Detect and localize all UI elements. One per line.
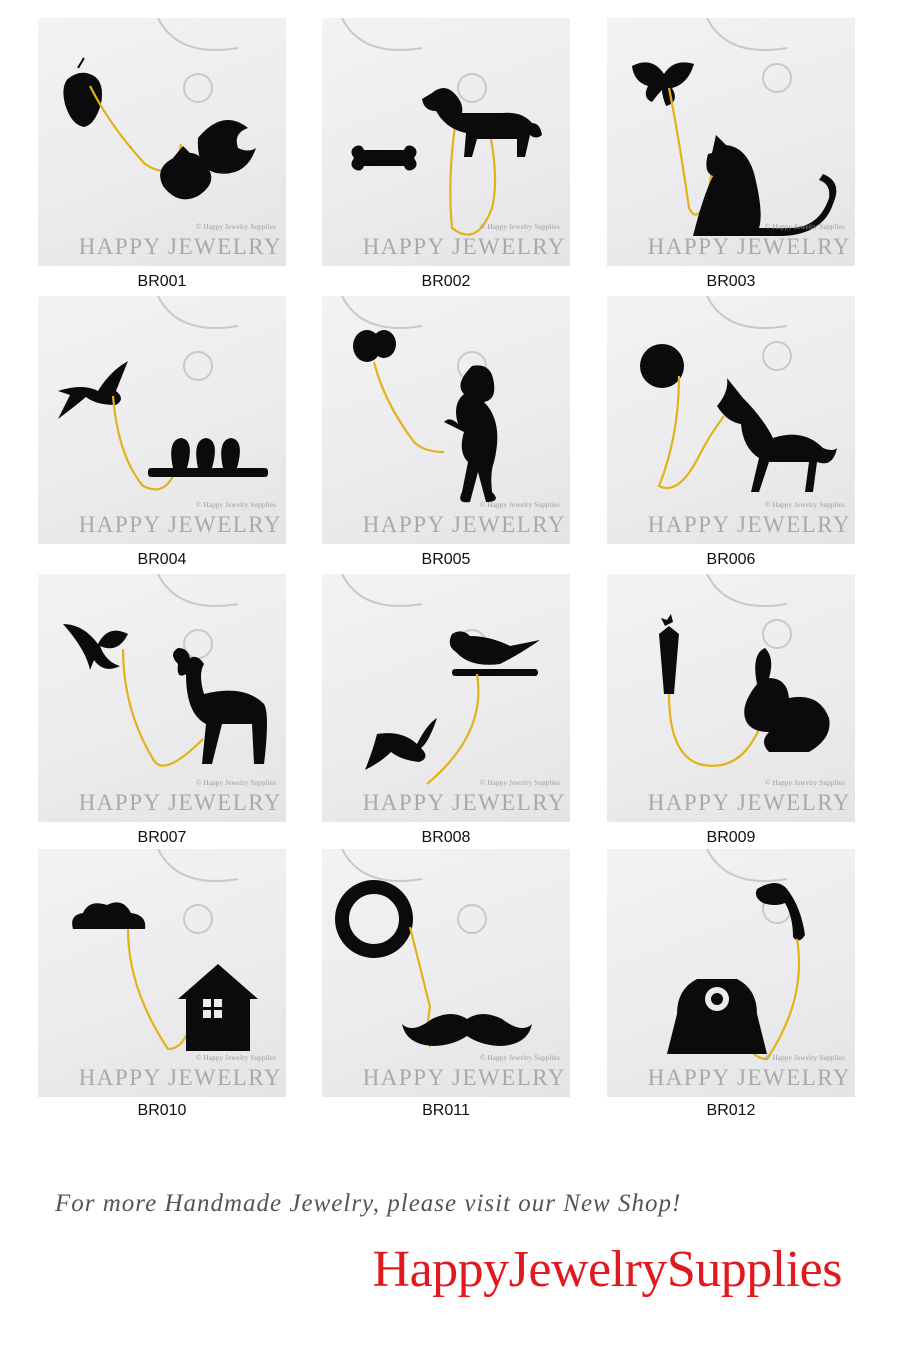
- watermark-copyright: © Happy Jewelry Supplies: [765, 779, 845, 787]
- product-tile-br008[interactable]: © Happy Jewelry Supplies HAPPY JEWELRY: [322, 574, 570, 822]
- product-tile-br010[interactable]: © Happy Jewelry Supplies HAPPY JEWELRY: [38, 849, 286, 1097]
- product-code: BR008: [421, 829, 471, 846]
- product-tile-br011[interactable]: © Happy Jewelry Supplies HAPPY JEWELRY: [322, 849, 570, 1097]
- cloud-house-brooch-image: [72, 849, 258, 1051]
- watermark-copyright: © Happy Jewelry Supplies: [765, 1054, 845, 1062]
- product-code: BR011: [422, 1102, 470, 1119]
- product-code: BR010: [137, 1102, 187, 1119]
- product-tile-br001[interactable]: © Happy Jewelry Supplies HAPPY JEWELRY: [38, 18, 286, 266]
- carrot-rabbit-brooch-image: [659, 574, 830, 767]
- moon-wolf-brooch-image: [640, 296, 837, 492]
- product-code: BR005: [421, 551, 471, 568]
- watermark-copyright: © Happy Jewelry Supplies: [480, 501, 560, 509]
- product-tile-br003[interactable]: © Happy Jewelry Supplies HAPPY JEWELRY: [607, 18, 855, 266]
- product-code: BR007: [137, 829, 187, 846]
- product-code: BR002: [421, 273, 471, 290]
- product-code: BR004: [137, 551, 187, 568]
- acorn-squirrel-brooch-image: [63, 18, 256, 200]
- product-code: BR012: [706, 1102, 756, 1119]
- watermark-brand: HAPPY JEWELRY: [647, 790, 851, 815]
- watermark-brand: HAPPY JEWELRY: [78, 790, 282, 815]
- watermark-brand: HAPPY JEWELRY: [78, 234, 282, 259]
- product-tile-br004[interactable]: © Happy Jewelry Supplies HAPPY JEWELRY: [38, 296, 286, 544]
- watermark-brand: HAPPY JEWELRY: [362, 790, 566, 815]
- watermark-copyright: © Happy Jewelry Supplies: [480, 779, 560, 787]
- watermark-brand: HAPPY JEWELRY: [78, 512, 282, 537]
- watermark-copyright: © Happy Jewelry Supplies: [196, 779, 276, 787]
- watermark-copyright: © Happy Jewelry Supplies: [196, 501, 276, 509]
- watermark-brand: HAPPY JEWELRY: [78, 1065, 282, 1090]
- product-code: BR003: [706, 273, 756, 290]
- telephone-brooch-image: [667, 849, 805, 1061]
- product-tile-br002[interactable]: © Happy Jewelry Supplies HAPPY JEWELRY: [322, 18, 570, 266]
- monocle-mustache-brooch-image: [335, 849, 532, 1048]
- product-code: BR009: [706, 829, 756, 846]
- swallow-birds-brooch-image: [58, 296, 268, 491]
- leaf-fawn-brooch-image: [63, 574, 267, 767]
- product-tile-br009[interactable]: © Happy Jewelry Supplies HAPPY JEWELRY: [607, 574, 855, 822]
- butterfly-cat-brooch-image: [632, 18, 837, 236]
- product-tile-br006[interactable]: © Happy Jewelry Supplies HAPPY JEWELRY: [607, 296, 855, 544]
- watermark-copyright: © Happy Jewelry Supplies: [196, 223, 276, 231]
- shop-name-link[interactable]: HappyJewelrySupplies: [372, 1241, 843, 1298]
- promo-text: For more Handmade Jewelry, please visit …: [55, 1190, 682, 1217]
- watermark-brand: HAPPY JEWELRY: [362, 512, 566, 537]
- bone-dog-brooch-image: [341, 18, 542, 236]
- balloon-child-brooch-image: [341, 296, 498, 503]
- watermark-copyright: © Happy Jewelry Supplies: [480, 1054, 560, 1062]
- product-tile-br012[interactable]: © Happy Jewelry Supplies HAPPY JEWELRY: [607, 849, 855, 1097]
- watermark-brand: HAPPY JEWELRY: [362, 234, 566, 259]
- watermark-brand: HAPPY JEWELRY: [647, 512, 851, 537]
- product-tile-br005[interactable]: © Happy Jewelry Supplies HAPPY JEWELRY: [322, 296, 570, 544]
- watermark-copyright: © Happy Jewelry Supplies: [765, 223, 845, 231]
- product-tile-br007[interactable]: © Happy Jewelry Supplies HAPPY JEWELRY: [38, 574, 286, 822]
- bird-swallow-brooch-image: [341, 574, 540, 785]
- watermark-brand: HAPPY JEWELRY: [362, 1065, 566, 1090]
- watermark-brand: HAPPY JEWELRY: [647, 1065, 851, 1090]
- watermark-copyright: © Happy Jewelry Supplies: [765, 501, 845, 509]
- watermark-brand: HAPPY JEWELRY: [647, 234, 851, 259]
- watermark-copyright: © Happy Jewelry Supplies: [480, 223, 560, 231]
- product-code: BR006: [706, 551, 756, 568]
- product-code: BR001: [137, 273, 187, 290]
- watermark-copyright: © Happy Jewelry Supplies: [196, 1054, 276, 1062]
